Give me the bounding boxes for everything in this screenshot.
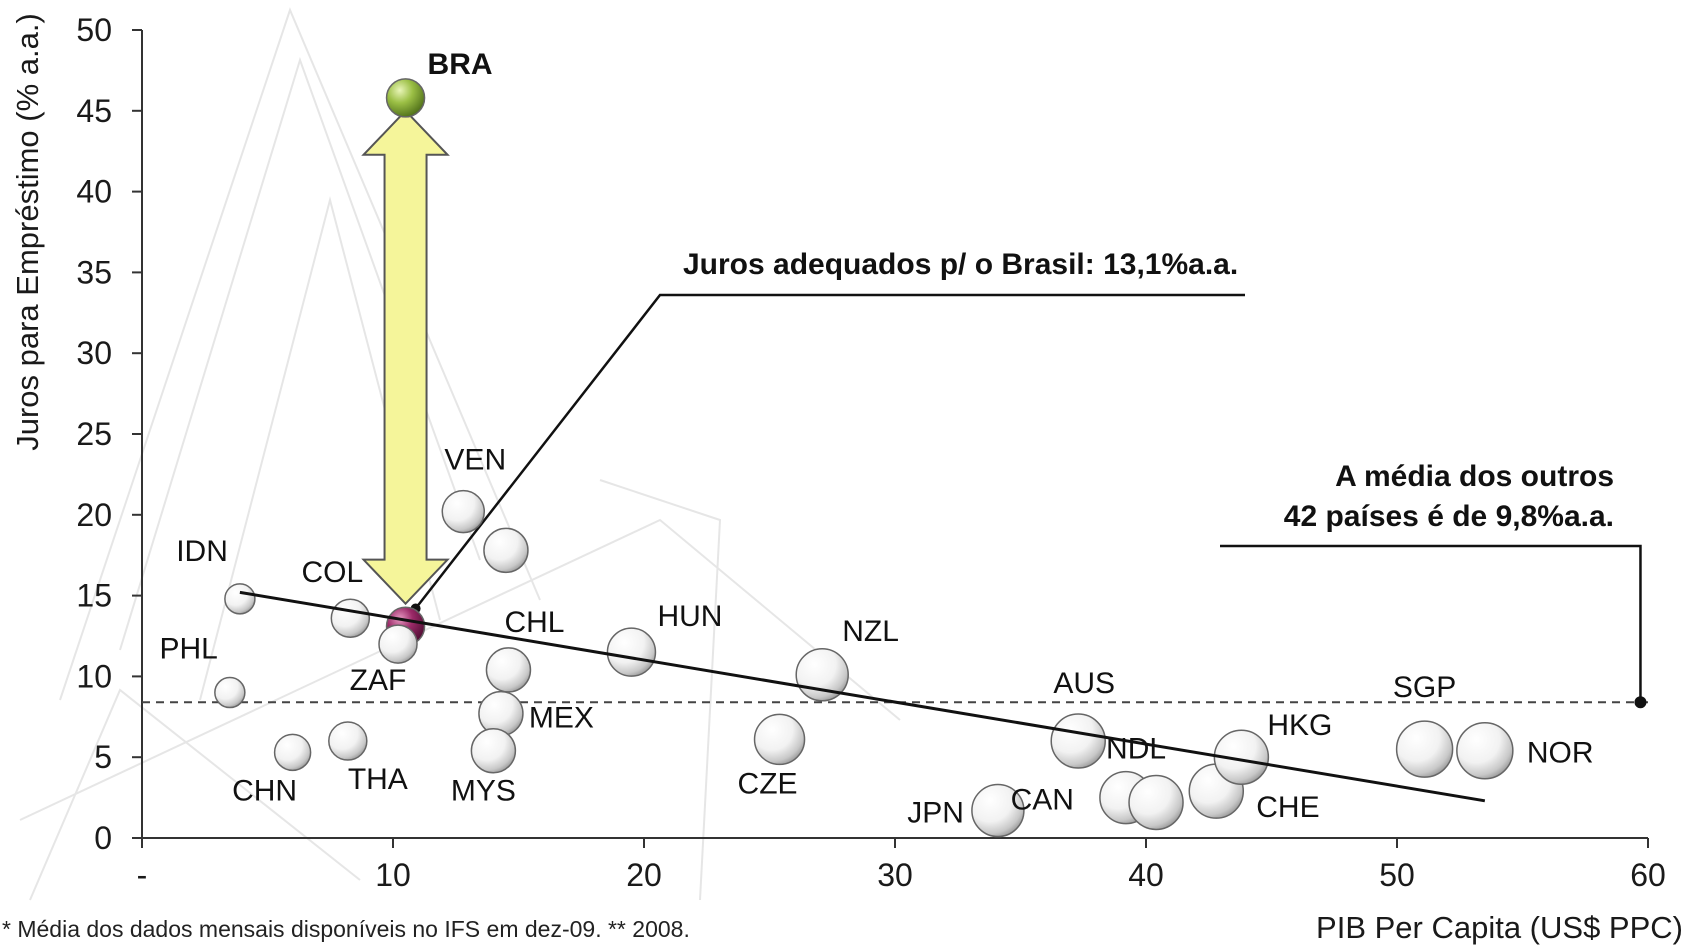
y-tick-label: 50 (76, 12, 112, 48)
x-tick-label: 30 (877, 857, 913, 893)
bubble-mys (470, 727, 517, 774)
label-nor: NOR (1527, 737, 1594, 770)
bubble-point-9 (483, 527, 529, 574)
bubble-ven (441, 489, 486, 534)
axes: - 10 20 30 40 50 60 0 5 10 15 20 25 30 35 40 45 50 (76, 12, 1665, 893)
label-chn: CHN (232, 774, 297, 807)
y-tick-label: 45 (76, 93, 112, 129)
fitted-leader-line (414, 293, 1245, 610)
bubble-zaf (378, 624, 418, 664)
footnote: * Média dos dados mensais disponíveis no… (2, 916, 690, 942)
x-axis-title: PIB Per Capita (US$ PPC) (1316, 910, 1683, 945)
bubble-chl (485, 647, 532, 693)
label-ndl: NDL (1106, 732, 1166, 765)
label-phl: PHL (159, 633, 217, 666)
y-tick-label: 0 (94, 820, 112, 856)
bubble-sgp (1395, 720, 1454, 778)
y-tick-label: 35 (76, 254, 112, 290)
label-zaf: ZAF (350, 664, 407, 697)
bubble-bra (385, 78, 426, 118)
gap-arrow (361, 109, 450, 606)
label-cze: CZE (738, 767, 798, 800)
label-mys: MYS (451, 775, 516, 808)
average-annotation-line1: A média dos outros (1335, 460, 1614, 493)
label-idn: IDN (176, 535, 228, 568)
bubble-jpn (971, 783, 1025, 838)
bubble-hkg (1213, 729, 1270, 785)
bubble-cze (753, 713, 806, 766)
bubble-phl (214, 676, 246, 709)
label-nzl: NZL (842, 615, 899, 648)
label-ven: VEN (444, 444, 506, 477)
bubble-col (330, 598, 371, 638)
label-che: CHE (1256, 791, 1319, 824)
average-annotation-line2: 42 países é de 9,8%a.a. (1284, 500, 1614, 533)
x-tick-label: - (137, 857, 148, 893)
y-tick-label: 30 (76, 335, 112, 371)
bubble-nor (1456, 721, 1514, 780)
y-tick-label: 25 (76, 416, 112, 452)
y-axis-title: Juros para Empréstimo (% a.a.) (10, 13, 45, 451)
label-tha: THA (348, 763, 408, 796)
y-tick-label: 10 (76, 658, 112, 694)
double-arrow-shape (361, 109, 450, 606)
point-labels: BRA IDN PHL CHN COL ZAF THA VEN CHL MEX MYS HUN NZL C… (159, 48, 1593, 830)
fitted-annotation: Juros adequados p/ o Brasil: 13,1%a.a. (683, 248, 1238, 281)
y-tick-label: 20 (76, 497, 112, 533)
x-tick-label: 50 (1379, 857, 1415, 893)
regression-line (239, 590, 1486, 803)
label-jpn: JPN (907, 797, 964, 830)
label-chl: CHL (504, 606, 564, 639)
trend-line (239, 590, 1486, 803)
x-tick-label: 20 (626, 857, 662, 893)
x-tick-label: 40 (1128, 857, 1164, 893)
label-can: CAN (1011, 784, 1074, 817)
x-tick-label: 10 (375, 857, 411, 893)
average-leader-dot (1634, 696, 1647, 709)
y-tick-label: 15 (76, 578, 112, 614)
label-mex: MEX (529, 702, 594, 735)
x-tick-label: 60 (1630, 857, 1666, 893)
bubble-chn (273, 733, 312, 772)
bubble-tha (328, 721, 368, 761)
bubble-idn (224, 583, 256, 615)
label-aus: AUS (1053, 667, 1115, 700)
label-sgp: SGP (1393, 671, 1456, 704)
y-tick-label: 5 (94, 739, 112, 775)
label-hkg: HKG (1267, 709, 1332, 742)
bubble-ndl (1128, 774, 1184, 831)
bubble-aus (1050, 713, 1106, 769)
average-leader-line (1220, 544, 1642, 703)
bubble-mex (478, 690, 524, 737)
bubble-hun (606, 627, 657, 677)
label-hun: HUN (657, 600, 722, 633)
label-bra: BRA (428, 48, 493, 81)
y-tick-label: 40 (76, 174, 112, 210)
label-col: COL (301, 556, 363, 589)
